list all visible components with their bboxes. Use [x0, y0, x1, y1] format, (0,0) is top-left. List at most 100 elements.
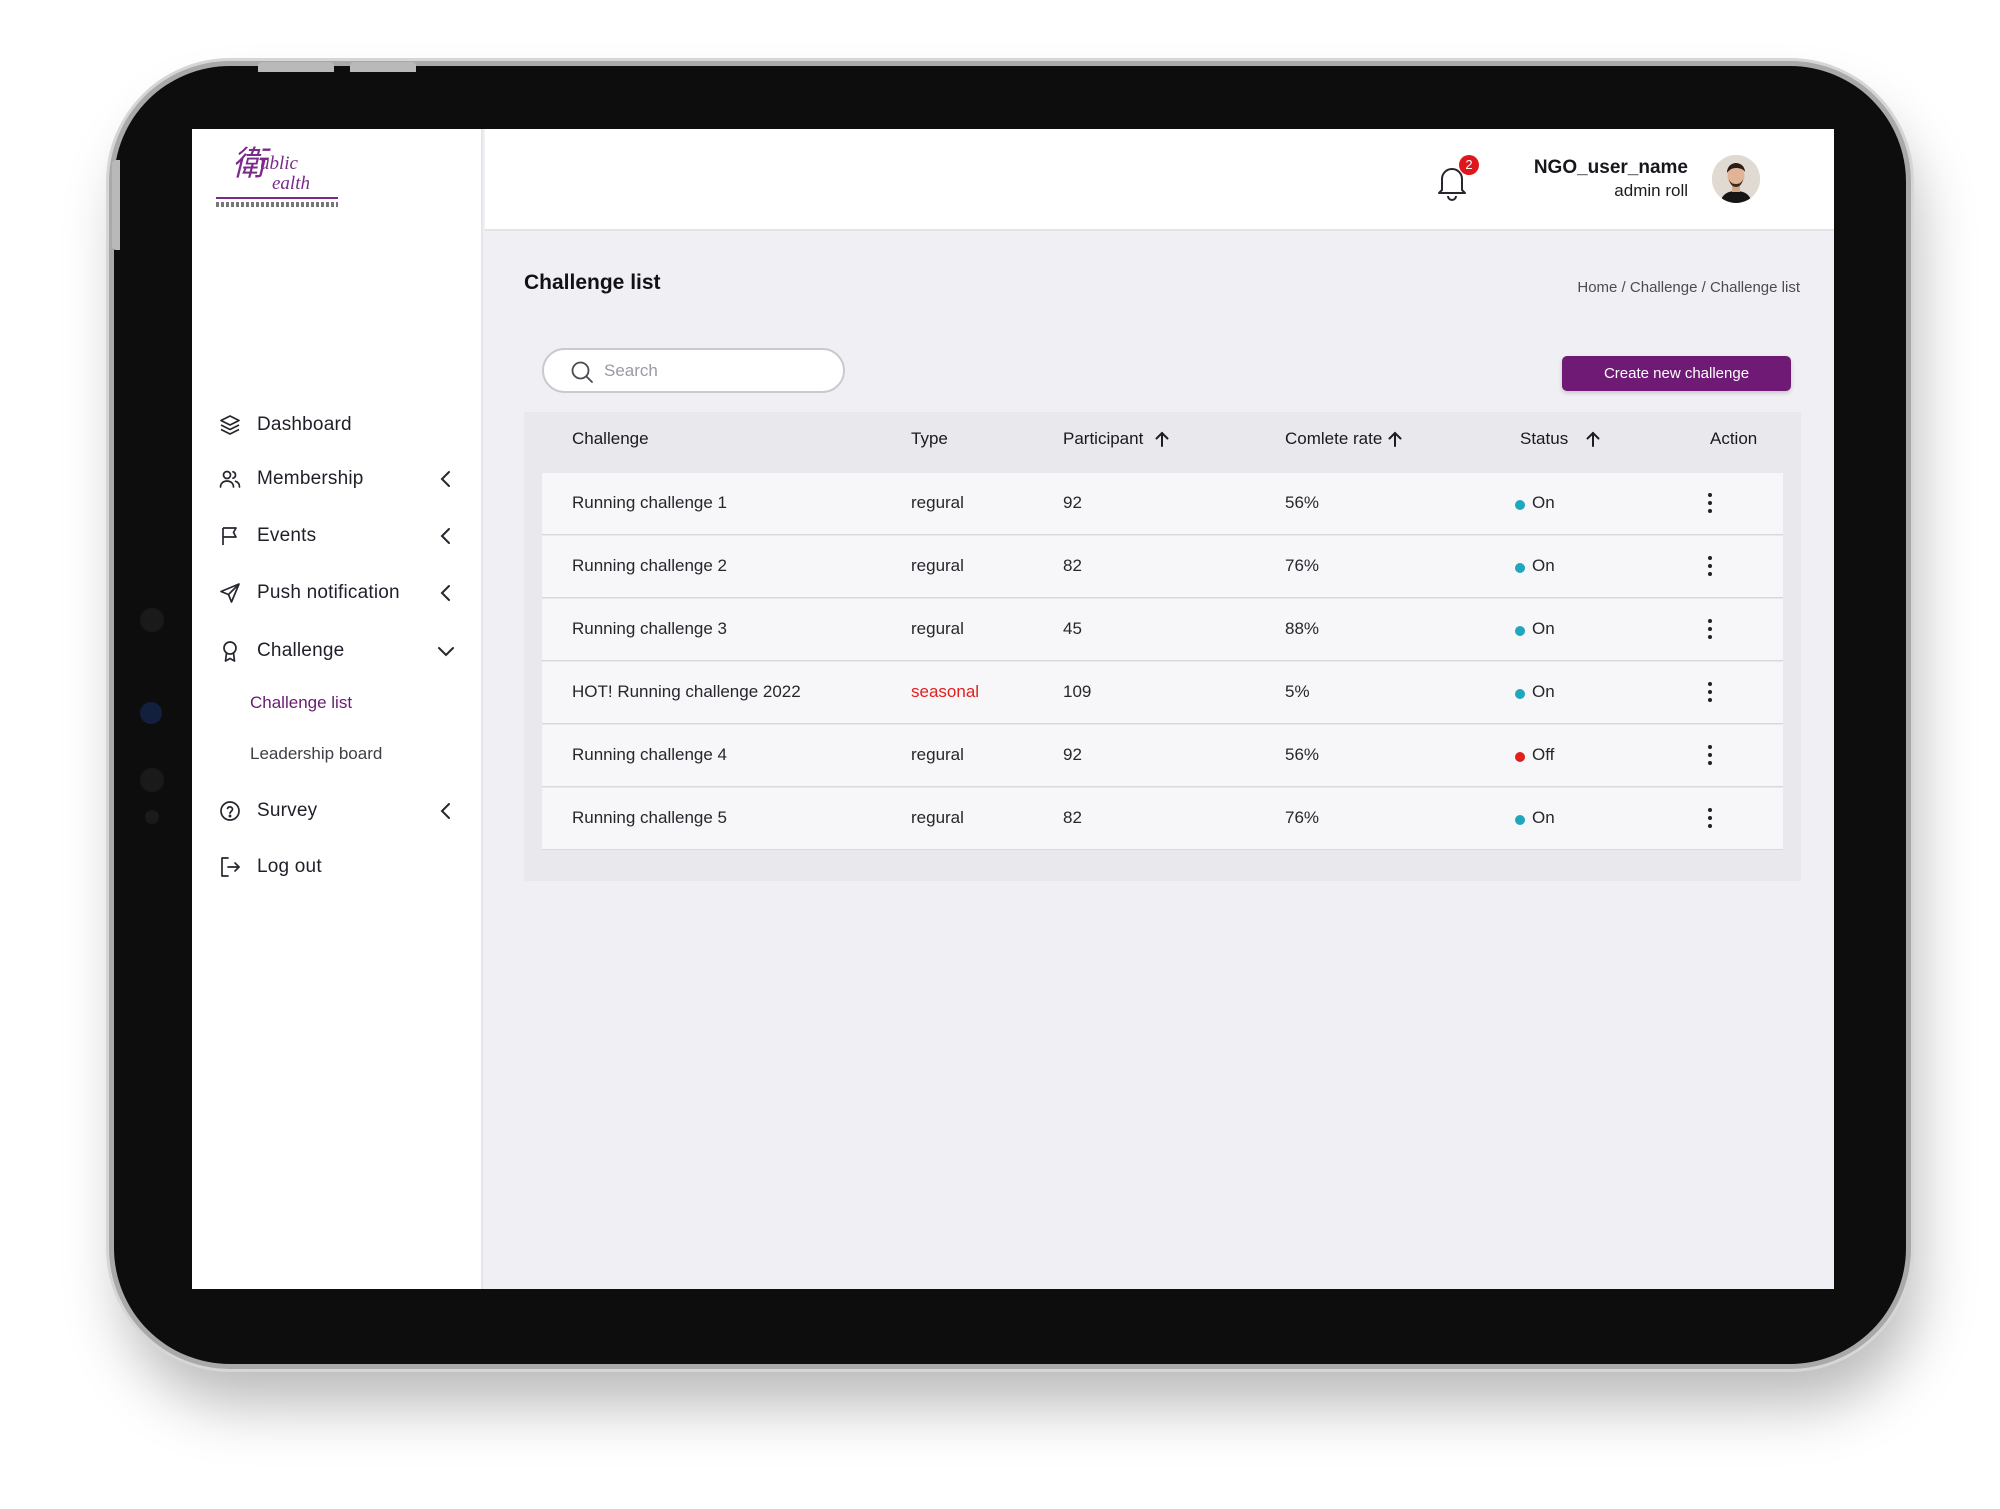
table-row[interactable]: Running challenge 4 regural 92 56% Off: [542, 725, 1783, 787]
sidebar-item-challenge[interactable]: Challenge: [217, 631, 457, 671]
kebab-dot: [1708, 556, 1712, 560]
status-dot: [1515, 500, 1525, 510]
cell-status: On: [1532, 808, 1555, 827]
cell-complete-rate: 76%: [1285, 808, 1320, 827]
cell-participant: 92: [1063, 493, 1082, 512]
kebab-dot: [1708, 824, 1712, 828]
cell-participant: 109: [1063, 682, 1092, 701]
user-name: NGO_user_name: [1533, 157, 1688, 178]
kebab-dot: [1708, 682, 1712, 686]
sidebar: 衛 ublic ealth Dashboard Membership: [192, 129, 483, 1289]
sidebar-item-events[interactable]: Events: [217, 516, 457, 556]
column-header-participant: Participant: [1063, 429, 1171, 449]
app-screen: 衛 ublic ealth Dashboard Membership: [192, 129, 1834, 1289]
send-icon: [217, 580, 243, 606]
users-icon: [217, 466, 243, 492]
table-row[interactable]: Running challenge 1 regural 92 56% On: [542, 473, 1783, 535]
sidebar-item-membership[interactable]: Membership: [217, 459, 457, 499]
status-dot: [1515, 626, 1525, 636]
cell-challenge-name: Running challenge 2: [572, 556, 728, 575]
page-title: Challenge list: [524, 271, 661, 294]
table-row[interactable]: Running challenge 5 regural 82 76% On: [542, 788, 1783, 850]
cell-status: On: [1532, 556, 1555, 575]
kebab-dot: [1708, 808, 1712, 812]
search-box: [542, 348, 845, 393]
search-input[interactable]: [604, 358, 824, 384]
logo-word-public: ublic: [260, 153, 298, 174]
sidebar-item-label: Challenge: [257, 640, 345, 661]
column-header-label: Participant: [1063, 429, 1144, 448]
cell-type: seasonal: [911, 682, 980, 701]
cell-challenge-name: Running challenge 5: [572, 808, 728, 827]
cell-type: regural: [911, 745, 964, 764]
kebab-dot: [1708, 816, 1712, 820]
cell-complete-rate: 76%: [1285, 556, 1320, 575]
sidebar-item-dashboard[interactable]: Dashboard: [217, 405, 457, 445]
kebab-dot: [1708, 619, 1712, 623]
column-header-status: Status: [1520, 429, 1602, 449]
sidebar-subitem-challenge-list[interactable]: Challenge list: [250, 693, 353, 712]
column-header-label: Challenge: [572, 429, 649, 448]
column-header-challenge: Challenge: [572, 429, 649, 449]
more-vertical-icon[interactable]: [1700, 806, 1720, 830]
status-dot: [1515, 563, 1525, 573]
sidebar-item-survey[interactable]: Survey: [217, 791, 457, 831]
top-header: 2 NGO_user_name admin roll: [485, 129, 1834, 231]
more-vertical-icon[interactable]: [1700, 617, 1720, 641]
kebab-dot: [1708, 698, 1712, 702]
sort-arrow-up-icon[interactable]: [1584, 430, 1602, 448]
cell-participant: 92: [1063, 745, 1082, 764]
kebab-dot: [1708, 635, 1712, 639]
create-challenge-button[interactable]: Create new challenge: [1562, 356, 1791, 391]
cell-challenge-name: Running challenge 4: [572, 745, 728, 764]
camera-dot: [145, 810, 159, 824]
column-header-label: Comlete rate: [1285, 429, 1383, 448]
cell-status: On: [1532, 682, 1555, 701]
column-header-label: Status: [1520, 429, 1569, 448]
tablet-button: [350, 62, 416, 72]
table-row[interactable]: HOT! Running challenge 2022 seasonal 109 5%…: [542, 662, 1783, 724]
chevron-left-icon[interactable]: [435, 800, 457, 822]
public-health-logo[interactable]: 衛 ublic ealth: [216, 147, 344, 211]
cell-complete-rate: 5%: [1285, 682, 1310, 701]
cell-complete-rate: 88%: [1285, 619, 1320, 638]
more-vertical-icon[interactable]: [1700, 491, 1720, 515]
column-header-label: Type: [911, 429, 948, 448]
camera-dot: [140, 768, 164, 792]
flag-icon: [217, 523, 243, 549]
tablet-side-button: [112, 160, 120, 250]
kebab-dot: [1708, 493, 1712, 497]
more-vertical-icon[interactable]: [1700, 743, 1720, 767]
cell-type: regural: [911, 619, 964, 638]
kebab-dot: [1708, 761, 1712, 765]
chevron-left-icon[interactable]: [435, 525, 457, 547]
more-vertical-icon[interactable]: [1700, 680, 1720, 704]
search-icon: [570, 360, 594, 384]
cell-type: regural: [911, 493, 964, 512]
sidebar-subitem-leadership-board[interactable]: Leadership board: [250, 744, 383, 763]
chevron-down-icon[interactable]: [435, 640, 457, 662]
table-row[interactable]: Running challenge 2 regural 82 76% On: [542, 536, 1783, 598]
camera-lens: [140, 702, 162, 724]
more-vertical-icon[interactable]: [1700, 554, 1720, 578]
logo-rule: [216, 197, 338, 199]
sort-arrow-up-icon[interactable]: [1153, 430, 1171, 448]
sort-arrow-up-icon[interactable]: [1386, 430, 1404, 448]
kebab-dot: [1708, 509, 1712, 513]
layers-icon: [217, 412, 243, 438]
bell-icon[interactable]: [1434, 163, 1470, 201]
award-icon: [217, 638, 243, 664]
chevron-left-icon[interactable]: [435, 582, 457, 604]
kebab-dot: [1708, 572, 1712, 576]
status-dot: [1515, 752, 1525, 762]
avatar[interactable]: [1712, 155, 1760, 203]
challenge-table: Challenge Type Participant Comlete rate …: [524, 412, 1801, 881]
table-row[interactable]: Running challenge 3 regural 45 88% On: [542, 599, 1783, 661]
chevron-left-icon[interactable]: [435, 468, 457, 490]
breadcrumb[interactable]: Home / Challenge / Challenge list: [1577, 279, 1800, 296]
logo-subtitle: [216, 202, 338, 207]
cell-complete-rate: 56%: [1285, 745, 1320, 764]
sidebar-item-logout[interactable]: Log out: [217, 847, 457, 887]
cell-participant: 82: [1063, 808, 1082, 827]
sidebar-item-push-notification[interactable]: Push notification: [217, 573, 457, 613]
